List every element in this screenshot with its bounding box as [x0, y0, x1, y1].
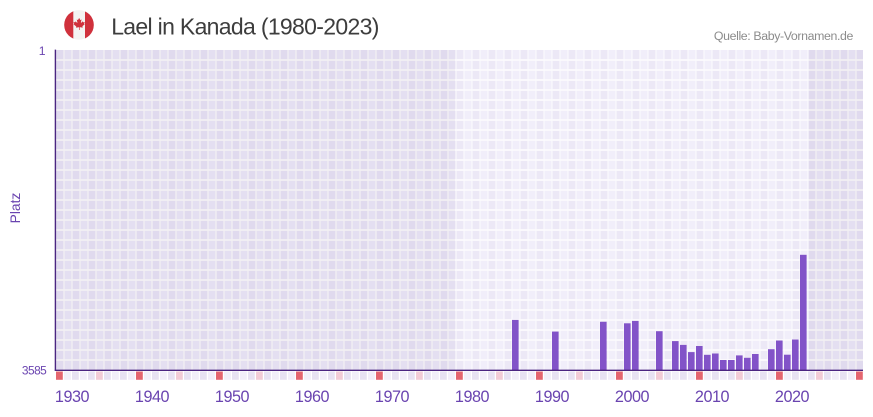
svg-text:1990: 1990 — [535, 388, 570, 406]
svg-text:Lael in Kanada (1980-2023): Lael in Kanada (1980-2023) — [111, 14, 379, 40]
svg-text:1960: 1960 — [295, 388, 330, 406]
svg-text:1: 1 — [39, 44, 46, 58]
svg-text:Platz: Platz — [8, 193, 23, 224]
svg-text:3585: 3585 — [22, 363, 47, 377]
svg-text:1950: 1950 — [215, 388, 250, 406]
svg-text:1940: 1940 — [135, 388, 170, 406]
svg-text:1930: 1930 — [55, 388, 90, 406]
svg-text:1970: 1970 — [375, 388, 410, 406]
svg-text:2010: 2010 — [695, 388, 730, 406]
svg-text:Quelle: Baby-Vornamen.de: Quelle: Baby-Vornamen.de — [714, 29, 854, 43]
svg-text:2020: 2020 — [775, 388, 810, 406]
svg-text:1980: 1980 — [455, 388, 490, 406]
svg-text:2000: 2000 — [615, 388, 650, 406]
